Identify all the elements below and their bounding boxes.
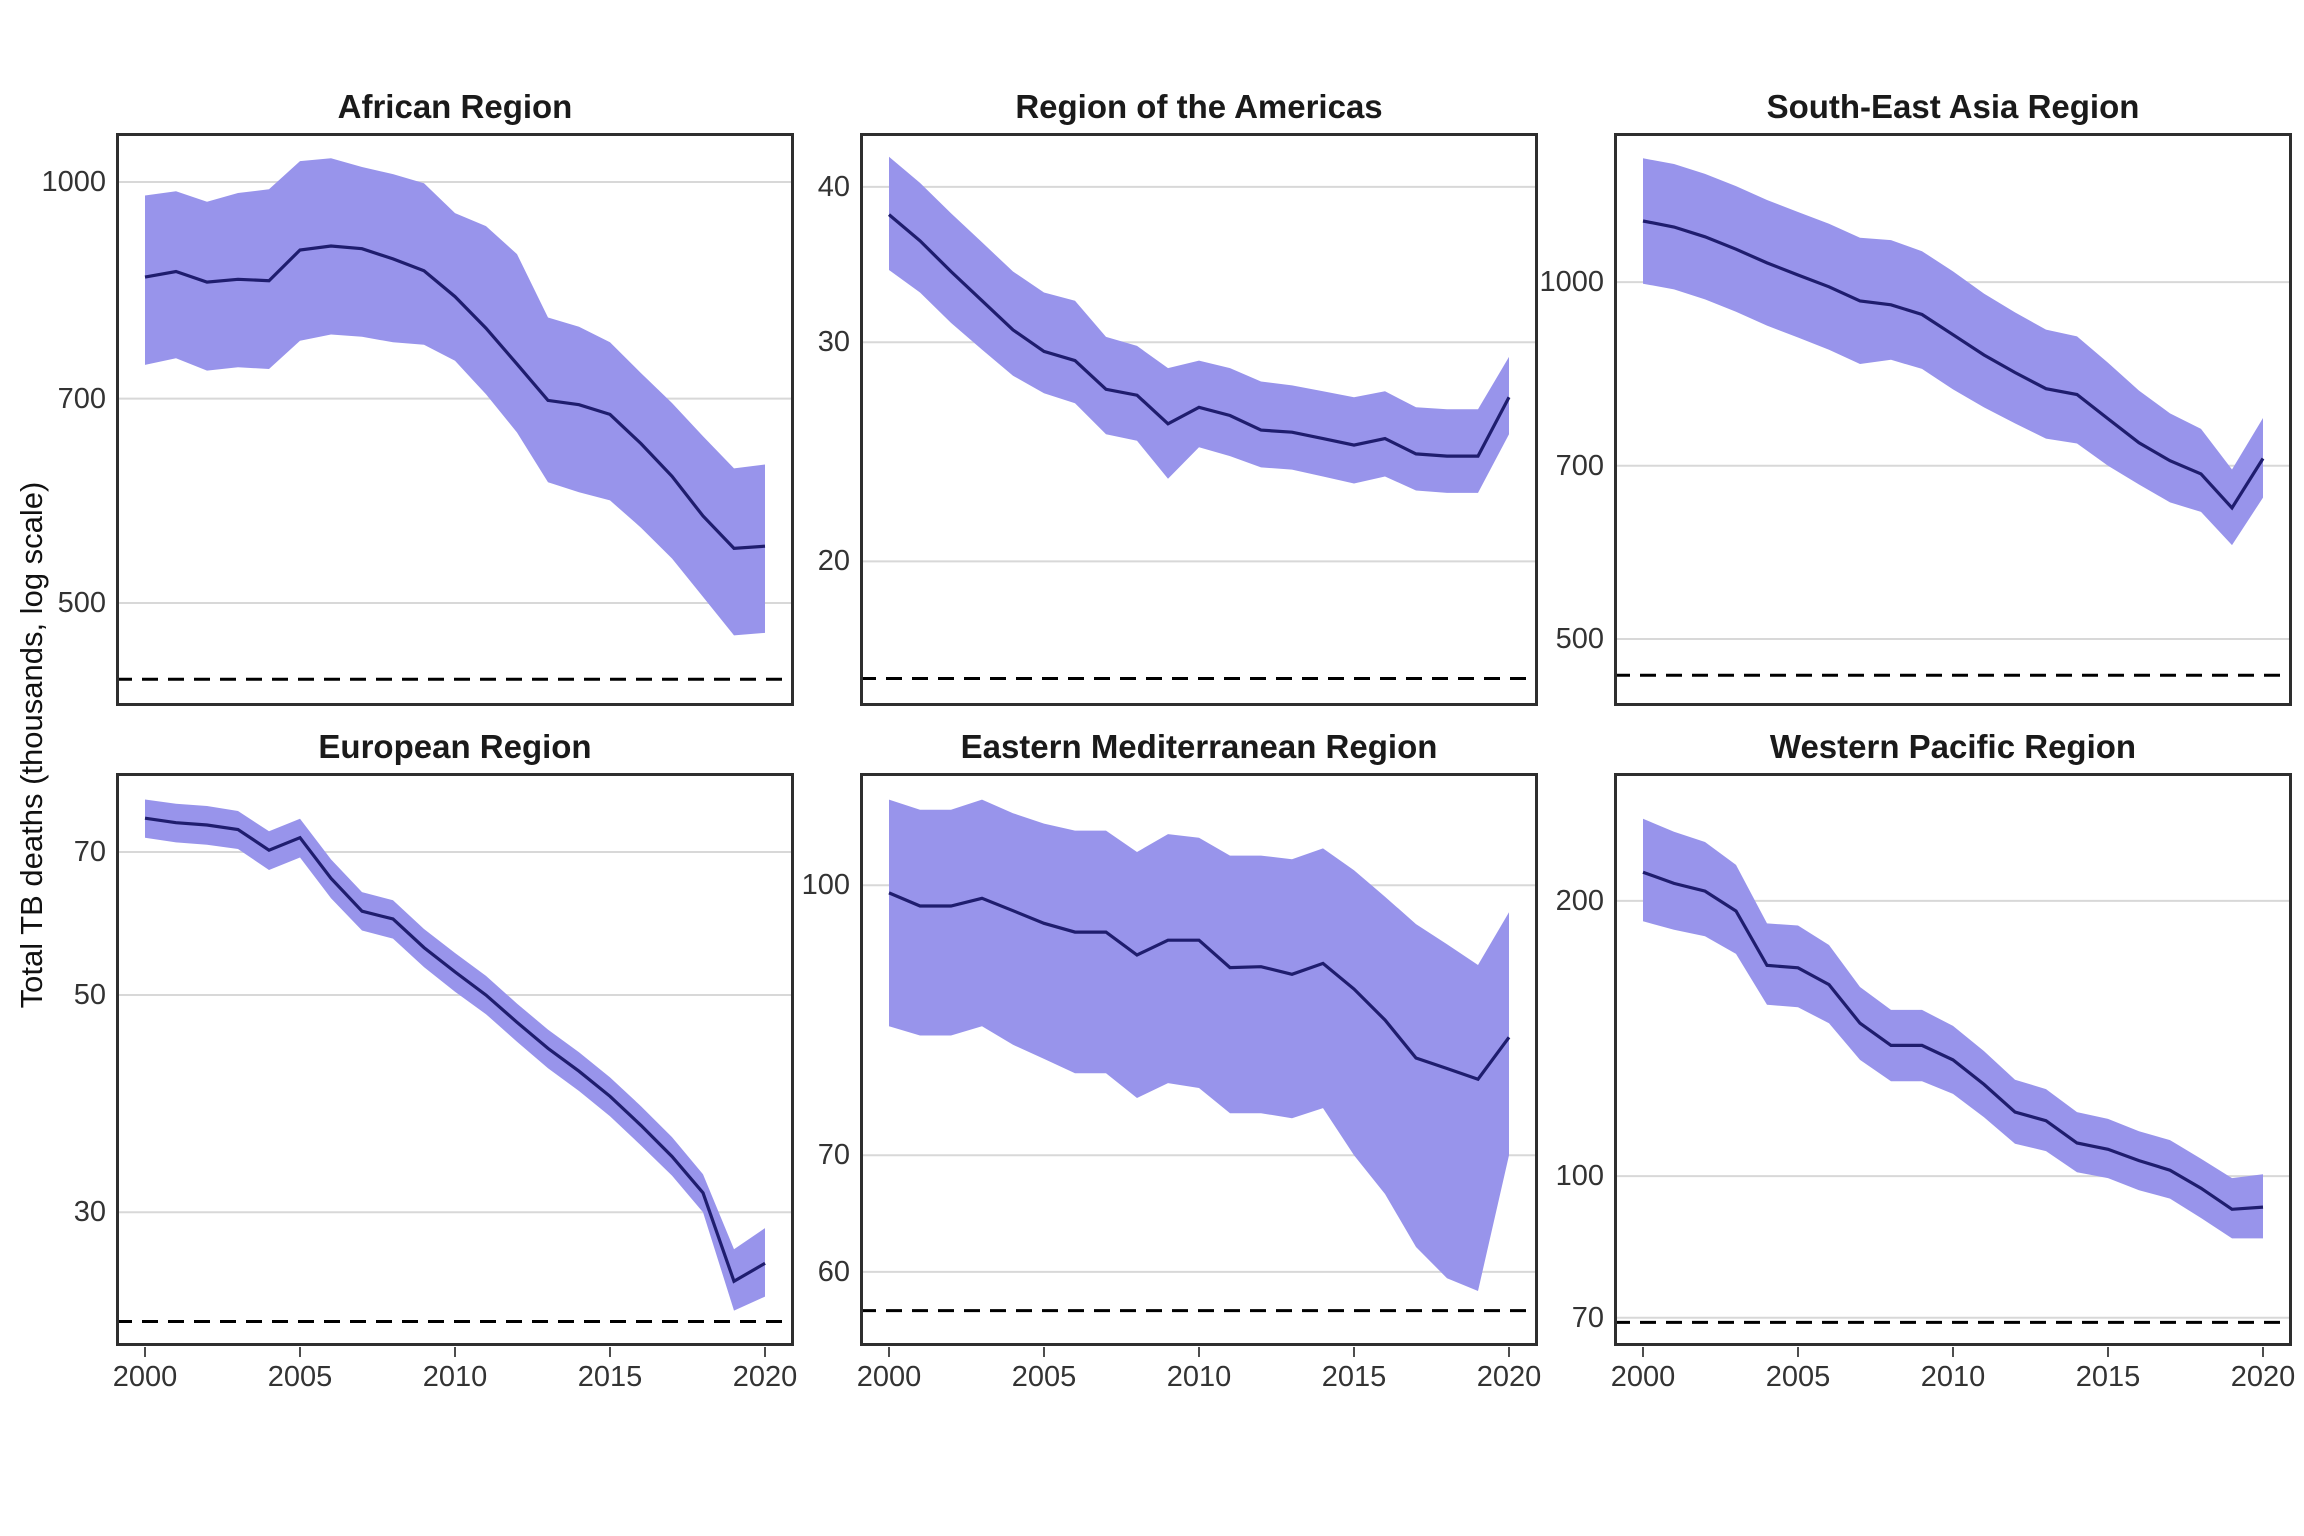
- y-tick-label: 70: [817, 1139, 850, 1172]
- panel-title-south-east-asia-region: South-East Asia Region: [1766, 88, 2140, 125]
- x-tick-mark: [299, 1347, 301, 1357]
- y-tick-label: 1000: [41, 165, 106, 198]
- median-line: [1642, 219, 2265, 511]
- x-tick-mark: [609, 1347, 611, 1357]
- y-tick-label: 50: [73, 979, 106, 1012]
- y-tick-label: 200: [1555, 884, 1604, 917]
- x-tick-mark: [1642, 1347, 1644, 1357]
- panel-plot-african-region: [116, 133, 794, 706]
- y-axis-title: Total TB deaths (thousands, log scale): [14, 481, 49, 1009]
- median-line: [144, 244, 766, 551]
- confidence-ribbon: [889, 156, 1509, 493]
- panel-title-european-region: European Region: [318, 728, 592, 765]
- x-tick-label: 2010: [1166, 1361, 1232, 1393]
- x-tick-label: 2005: [267, 1361, 333, 1393]
- x-tick-mark: [764, 1347, 766, 1357]
- panel-plot-region-of-the-americas: [860, 133, 1538, 706]
- y-tick-label: 1000: [1539, 266, 1604, 299]
- panel-border: [116, 773, 794, 1346]
- y-tick-label: 500: [1555, 623, 1604, 655]
- panel-title-african-region: African Region: [337, 88, 573, 125]
- x-tick-label: 2005: [1011, 1361, 1077, 1393]
- panel-title-western-pacific-region: Western Pacific Region: [1769, 728, 2137, 765]
- x-tick-label: 2010: [1920, 1361, 1986, 1393]
- median-line: [144, 816, 766, 1284]
- median-line: [1642, 870, 2264, 1211]
- x-tick-mark: [1952, 1347, 1954, 1357]
- x-tick-mark: [1043, 1347, 1045, 1357]
- y-tick-label: 700: [1555, 449, 1604, 482]
- panel-border: [1614, 773, 2292, 1346]
- confidence-ribbon: [1643, 818, 2263, 1239]
- confidence-ribbon: [145, 799, 765, 1311]
- panel-title-eastern-mediterranean-region: Eastern Mediterranean Region: [960, 728, 1438, 765]
- x-tick-label: 2015: [577, 1361, 643, 1393]
- x-tick-mark: [1353, 1347, 1355, 1357]
- x-tick-label: 2015: [2075, 1361, 2141, 1393]
- y-tick-label: 30: [817, 326, 850, 359]
- confidence-ribbon: [889, 799, 1509, 1291]
- y-tick-label: 500: [57, 586, 106, 619]
- x-tick-label: 2000: [856, 1361, 922, 1393]
- panel-border: [860, 133, 1538, 706]
- panel-plot-south-east-asia-region: [1614, 133, 2292, 706]
- x-tick-label: 2020: [1476, 1361, 1542, 1393]
- x-tick-mark: [2107, 1347, 2109, 1357]
- x-tick-label: 2000: [1610, 1361, 1676, 1393]
- x-tick-mark: [888, 1347, 890, 1357]
- y-tick-label: 70: [1571, 1301, 1604, 1334]
- median-line: [888, 891, 1511, 1082]
- x-tick-label: 2020: [732, 1361, 798, 1393]
- x-tick-label: 2005: [1765, 1361, 1831, 1393]
- x-tick-mark: [144, 1347, 146, 1357]
- y-tick-label: 100: [801, 869, 850, 902]
- panel-plot-european-region: [116, 773, 794, 1346]
- median-line: [887, 213, 1511, 458]
- x-tick-mark: [2262, 1347, 2264, 1357]
- y-tick-label: 700: [57, 382, 106, 415]
- panel-plot-western-pacific-region: [1614, 773, 2292, 1346]
- x-tick-mark: [454, 1347, 456, 1357]
- x-tick-mark: [1508, 1347, 1510, 1357]
- x-tick-label: 2015: [1321, 1361, 1387, 1393]
- panel-border: [116, 133, 794, 706]
- x-tick-label: 2010: [422, 1361, 488, 1393]
- panel-plot-eastern-mediterranean-region: [860, 773, 1538, 1346]
- panel-border: [860, 773, 1538, 1346]
- panel-border: [1614, 133, 2292, 706]
- y-tick-label: 40: [817, 170, 850, 203]
- panel-title-region-of-the-americas: Region of the Americas: [1015, 88, 1383, 125]
- y-tick-label: 20: [817, 545, 850, 578]
- y-tick-label: 70: [73, 836, 106, 869]
- x-tick-mark: [1797, 1347, 1799, 1357]
- y-tick-label: 60: [817, 1255, 850, 1288]
- y-tick-label: 30: [73, 1196, 106, 1229]
- x-tick-label: 2000: [112, 1361, 178, 1393]
- y-tick-label: 100: [1555, 1160, 1604, 1193]
- confidence-ribbon: [145, 158, 765, 636]
- confidence-ribbon: [1643, 158, 2263, 546]
- x-tick-label: 2020: [2230, 1361, 2296, 1393]
- x-tick-mark: [1198, 1347, 1200, 1357]
